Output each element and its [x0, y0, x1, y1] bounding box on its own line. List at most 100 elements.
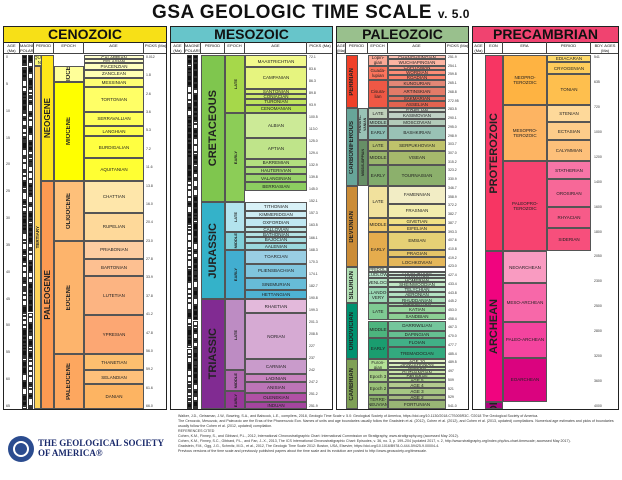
ages-band-label: WUCHIAPINGIAN — [398, 59, 436, 65]
ages-band: MOSCOVIAN — [388, 118, 446, 126]
magnetic-polarity-chron — [187, 370, 192, 377]
magnetic-polarity-chron — [28, 189, 33, 192]
reference-line: The Cenozoic, Mesozoic, and Paleozoic ar… — [178, 419, 614, 428]
pick-value: 251.2 — [309, 391, 318, 396]
epochs-band-label: EARLY — [370, 247, 386, 253]
magnetic-polarity-chron — [28, 247, 33, 251]
magnetic-polarity-chron — [22, 217, 27, 224]
ages-band-label: OLENEKIAN — [263, 394, 289, 400]
periods-band-label: OROSIRIAN — [556, 190, 582, 196]
ages-band: ASSELIAN — [388, 101, 446, 109]
magnetic-polarity-chron — [28, 334, 33, 340]
magnetic-polarity-chron — [22, 355, 27, 359]
column-header: MAGNETIC POLARITY — [20, 42, 34, 54]
column-header: ERA — [503, 42, 547, 54]
periods-band: EDIACARAN — [547, 55, 591, 63]
ages-band-label: CARNIAN — [265, 364, 287, 370]
magnetic-polarity-chron — [28, 145, 33, 151]
ages-band: PAIBIAN — [388, 366, 446, 371]
age-tick: 0 — [6, 55, 8, 59]
ages-band: CALLOVIAN — [245, 226, 307, 232]
tertiary-band-label: TERTIARY — [35, 226, 40, 249]
magnetic-polarity-chron — [22, 282, 27, 287]
age-tick: 15 — [6, 135, 10, 140]
ages-band-label: JIANGSHANIAN — [400, 362, 434, 367]
magnetic-polarity-chron — [28, 231, 33, 238]
ages-band: LADINIAN — [245, 373, 307, 383]
magnetic-polarity-chron — [28, 116, 33, 121]
magnetic-polarity-chron — [193, 332, 198, 340]
ages-band: TOURNAISIAN — [388, 164, 446, 186]
column-header: AGE (Ma) — [4, 42, 20, 54]
periods-band: JURASSIC — [201, 201, 225, 300]
ages-band-label: TORTONIAN — [100, 96, 128, 102]
epochs-band-label: EARLY — [370, 346, 386, 352]
ages-band-label: LANGHIAN — [102, 128, 126, 134]
magnetic-polarity-chron — [187, 294, 192, 299]
ages-band-label: VALANGINIAN — [261, 175, 291, 181]
ages-band: KASIMOVIAN — [388, 112, 446, 119]
magnetic-polarity-chron — [193, 406, 198, 409]
magnetic-polarity-chron — [22, 139, 27, 142]
magnetic-polarity-chron — [193, 367, 198, 374]
ages-band-label: AALENIAN — [264, 243, 288, 249]
magnetic-polarity-chron — [22, 156, 27, 159]
epochs-band: LUDLOW — [368, 271, 388, 278]
pick-value: 72.1 — [309, 55, 316, 59]
pick-value: 445.2 — [448, 299, 457, 304]
ages-band-label: NORIAN — [267, 333, 285, 339]
periods-band-label: NEOGENE — [43, 97, 52, 138]
magnetic-polarity-chron — [187, 71, 192, 74]
magnetic-polarity-chron — [28, 360, 33, 367]
magnetic-polarity-chron — [193, 59, 198, 64]
ages-band-label: GORSTIAN — [405, 274, 429, 278]
column-header: AGE (Ma) — [171, 42, 185, 54]
pick-value: 182.7 — [309, 283, 318, 288]
ages-band-label: AGE 2 — [410, 394, 424, 400]
periods-band-label: CRYOGENIAN — [553, 65, 585, 71]
magnetic-polarity-chron — [193, 357, 198, 362]
epochs-band: LATE — [225, 299, 245, 371]
ages-band-label: GZHELIAN — [405, 108, 429, 113]
magnetic-polarity-chron — [22, 86, 27, 92]
magnetic-polarity-chron — [187, 161, 192, 164]
ages-band-label: SANDBIAN — [405, 314, 429, 320]
mesozoic-header: MESOZOIC — [171, 27, 332, 43]
pick-value: 259.8 — [448, 72, 457, 77]
ages-band-label: AGE 4 — [410, 382, 424, 388]
periods-band-label: TONIAN — [560, 87, 578, 92]
ages-band: CONIACIAN — [245, 93, 307, 100]
epochs-band-label: MIDDLE — [369, 155, 387, 161]
ages-band-label: MAASTRICHTIAN — [257, 58, 295, 64]
epochs-band-label: LUDLOW — [368, 272, 388, 278]
ages-band: LUDFORDIAN — [388, 271, 446, 275]
magnetic-polarity-chron — [28, 141, 33, 146]
magnetic-polarity-chron — [22, 110, 27, 113]
magnetic-polarity-chron — [28, 104, 33, 112]
magnetic-polarity-chron — [187, 55, 192, 60]
magnetic-polarity-chron — [187, 392, 192, 397]
epochs-band-label: Guada-lupian — [370, 67, 386, 78]
pick-value: 145.0 — [309, 187, 318, 192]
magnetic-polarity-chron — [193, 320, 198, 327]
pick-value: 129.4 — [309, 151, 318, 156]
ages-band: LOCHKOVIAN — [388, 256, 446, 268]
periods-band-label: DEVONIAN — [348, 210, 355, 243]
pick-value: 4000 — [594, 404, 602, 408]
sub-band: MISSIS-SIPPIAN — [358, 139, 368, 186]
magnetic-polarity-chron — [28, 386, 33, 389]
magnetic-polarity-chron — [187, 86, 192, 93]
magnetic-polarity-chron — [193, 296, 198, 299]
magnetic-polarity-chron — [193, 280, 198, 288]
ages-band-label: SANTONIAN — [262, 88, 290, 94]
pick-value: 163.5 — [309, 223, 318, 228]
ages-band: APTIAN — [245, 138, 307, 160]
magnetic-polarity-chron — [193, 88, 198, 94]
epochs-band: Lopin-gian — [368, 55, 388, 66]
magnetic-polarity-chron — [22, 186, 27, 190]
pick-value: 168.3 — [309, 247, 318, 252]
magnetic-polarity-chron — [187, 298, 192, 303]
magnetic-polarity-chron — [187, 196, 192, 202]
eras-band: NEOPRO-TEROZOIC — [503, 55, 547, 105]
magnetic-polarity-chron — [28, 178, 33, 184]
